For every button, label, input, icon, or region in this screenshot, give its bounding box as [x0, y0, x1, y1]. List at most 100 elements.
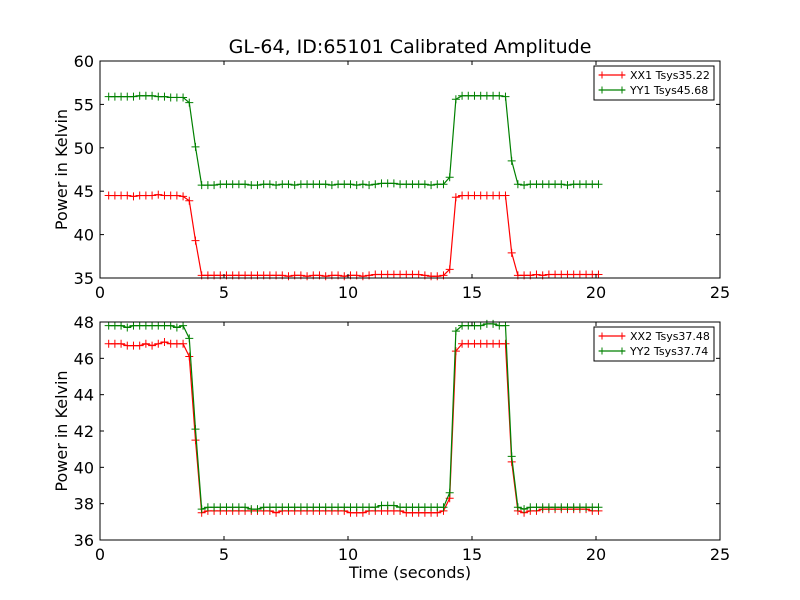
- top-chart-series-2-point: [358, 180, 367, 189]
- top-chart-series-2-point: [191, 142, 200, 151]
- bottom-chart-y-tick-label: 42: [74, 422, 94, 441]
- top-chart-series-1-point: [358, 272, 367, 281]
- top-chart-series-2-point: [445, 173, 454, 182]
- top-chart-series-2-point: [451, 95, 460, 104]
- top-chart-series-2-point: [520, 181, 529, 190]
- top-chart-x-tick-label: 5: [219, 283, 229, 302]
- bottom-chart-y-tick-label: 46: [74, 349, 94, 368]
- bottom-chart-x-tick-label: 0: [95, 545, 105, 564]
- bottom-chart-y-tick-label: 38: [74, 495, 94, 514]
- top-chart-series-2-point: [557, 180, 566, 189]
- bottom-chart-series-2-point: [507, 452, 516, 461]
- bottom-chart-x-tick-label: 5: [219, 545, 229, 564]
- top-chart-series-2-point: [179, 93, 188, 102]
- bottom-chart-ticks: 0 5 10 15 20 25 36 38 40 42 44 46 48: [74, 313, 731, 564]
- top-chart-y-tick-label: 60: [74, 52, 94, 71]
- top-chart-series-2-point: [352, 181, 361, 190]
- top-chart-series-2-point: [253, 181, 262, 190]
- top-chart-series-2-point: [129, 92, 138, 101]
- bottom-chart-series-1-point: [141, 339, 150, 348]
- bottom-chart-series-2-point: [445, 488, 454, 497]
- top-chart-legend: XX1 Tsys35.22 YY1 Tsys45.68: [593, 65, 715, 101]
- bottom-chart-x-tick-label: 15: [462, 545, 482, 564]
- bottom-chart-series: [104, 319, 603, 517]
- top-chart-legend-label: XX1 Tsys35.22: [630, 69, 710, 82]
- top-chart-series-1-point: [303, 272, 312, 281]
- bottom-chart-series-1-point: [185, 352, 194, 361]
- top-chart-series-2-point: [507, 156, 516, 165]
- top-chart-x-tick-label: 25: [710, 283, 730, 302]
- bottom-chart-series-2-point: [172, 323, 181, 332]
- top-chart-x-tick-label: 10: [338, 283, 358, 302]
- bottom-chart-series-1-point: [117, 339, 126, 348]
- bottom-chart-series-1-point: [501, 339, 510, 348]
- top-chart-legend-marker: [618, 86, 626, 94]
- top-chart-series-2-point: [327, 181, 336, 190]
- top-chart-series-2-point: [563, 181, 572, 190]
- top-chart-series-2-point: [365, 181, 374, 190]
- top-chart-series-2-point: [284, 180, 293, 189]
- bottom-chart-series-1-point: [160, 337, 169, 346]
- top-chart-series-1-point: [340, 272, 349, 281]
- top-chart-series-2-point: [290, 181, 299, 190]
- top-chart-series-2-point: [371, 180, 380, 189]
- bottom-chart-legend-label: YY2 Tsys37.74: [629, 345, 708, 358]
- bottom-chart-series-1-point: [451, 347, 460, 356]
- top-chart-series-2-point: [439, 180, 448, 189]
- top-chart-y-axis-label: Power in Kelvin: [52, 109, 71, 230]
- top-chart-ticks: 0 5 10 15 20 25 35 40 45 50 55 60: [74, 52, 731, 302]
- top-chart-series: [104, 91, 603, 281]
- bottom-chart-x-tick-label: 10: [338, 545, 358, 564]
- bottom-chart-legend-box: [593, 326, 715, 362]
- top-chart-x-tick-label: 15: [462, 283, 482, 302]
- bottom-chart-series-1-point: [191, 436, 200, 445]
- top-chart-series-1-point: [445, 265, 454, 274]
- top-chart-series-2-point: [265, 180, 274, 189]
- top-chart-series-2-point: [321, 180, 330, 189]
- bottom-chart-series-2-point: [253, 505, 262, 514]
- bottom-chart-series-2-point: [197, 505, 206, 514]
- top-chart-series-2-point: [346, 180, 355, 189]
- top-chart-series-2-point: [427, 181, 436, 190]
- top-chart-series-1-point: [185, 196, 194, 205]
- bottom-chart-series-1-point: [148, 341, 157, 350]
- top-chart-series-1-point: [501, 191, 510, 200]
- bottom-chart-y-tick-label: 44: [74, 386, 94, 405]
- top-chart-series-1-point: [507, 248, 516, 257]
- bottom-chart-y-tick-label: 36: [74, 531, 94, 550]
- top-chart-series-2-point: [513, 180, 522, 189]
- bottom-chart-series-2-point: [489, 319, 498, 328]
- top-chart-series-2-point: [501, 92, 510, 101]
- top-chart-x-tick-label: 20: [586, 283, 606, 302]
- top-chart-frame: [99, 60, 721, 279]
- top-chart-y-tick-label: 55: [74, 95, 94, 114]
- top-chart-series-2-point: [389, 179, 398, 188]
- bottom-chart-y-tick-label: 40: [74, 458, 94, 477]
- top-chart-series-2-point: [594, 180, 603, 189]
- bottom-chart-y-tick-label: 48: [74, 313, 94, 332]
- bottom-chart-series-2-point: [389, 501, 398, 510]
- top-chart-y-tick-label: 35: [74, 269, 94, 288]
- bottom-chart-series-1-point: [154, 339, 163, 348]
- top-chart-series-1-point: [123, 191, 132, 200]
- top-chart-x-tick-label: 0: [95, 283, 105, 302]
- top-chart-series-2-point: [495, 91, 504, 100]
- top-chart-title: GL-64, ID:65101 Calibrated Amplitude: [229, 36, 592, 58]
- bottom-chart-series-2-point: [117, 321, 126, 330]
- top-chart-series-1-point: [532, 270, 541, 279]
- top-chart-series-1-point: [191, 236, 200, 245]
- bottom-chart-legend-marker: [598, 332, 606, 340]
- top-chart-series-1-point: [284, 272, 293, 281]
- bottom-chart-y-axis-label: Power in Kelvin: [52, 370, 71, 491]
- bottom-chart-series-1-point: [179, 339, 188, 348]
- bottom-chart-series-2-point: [123, 323, 132, 332]
- top-chart-legend-label: YY1 Tsys45.68: [629, 84, 708, 97]
- bottom-chart-x-tick-label: 25: [710, 545, 730, 564]
- top-chart-legend-marker: [618, 71, 626, 79]
- bottom-chart-series-2-point: [594, 503, 603, 512]
- top-chart-legend-marker: [598, 71, 606, 79]
- bottom-chart-series-2-point: [476, 321, 485, 330]
- bottom-chart-panel: 0 5 10 15 20 25 36 38 40 42 44 46 48 Power in Kelvin…: [52, 313, 730, 582]
- bottom-chart-legend-label: XX2 Tsys37.48: [630, 330, 710, 343]
